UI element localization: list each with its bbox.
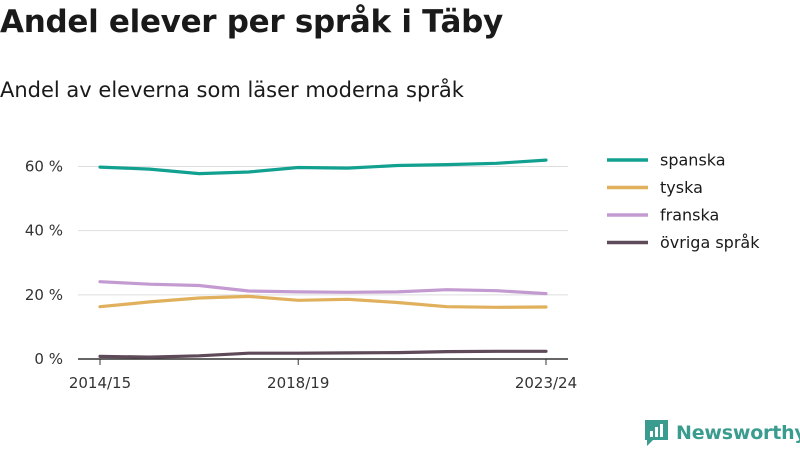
series-line-övriga-språk — [98, 349, 548, 359]
y-tick-label: 20 % — [25, 286, 63, 304]
page-title: Andel elever per språk i Täby — [0, 4, 503, 40]
legend-label: spanska — [660, 151, 726, 170]
legend: spanska tyska franska övriga språk — [607, 151, 760, 252]
newsworthy-logo-icon — [645, 420, 668, 446]
grid-lines — [78, 166, 568, 296]
series-line-spanska — [98, 158, 548, 176]
y-tick-label: 60 % — [25, 158, 63, 176]
legend-label: tyska — [660, 178, 703, 197]
page-subtitle: Andel av eleverna som läser moderna språ… — [0, 78, 464, 102]
y-tick-label: 0 % — [34, 350, 63, 368]
y-tick-label: 40 % — [25, 222, 63, 240]
series-line-franska — [98, 280, 548, 296]
x-tick-label: 2018/19 — [267, 374, 329, 392]
axes: 0 % 20 % 40 % 60 % 2014/15 2018/19 2023/24 — [25, 158, 577, 393]
brand-name: Newsworthy — [676, 422, 800, 444]
x-tick-label: 2023/24 — [515, 374, 577, 392]
series-line-tyska — [98, 294, 548, 309]
series-lines — [98, 158, 548, 359]
brand-logo: Newsworthy — [645, 420, 800, 446]
legend-label: övriga språk — [660, 233, 760, 252]
legend-label: franska — [660, 206, 719, 225]
x-tick-label: 2014/15 — [69, 374, 131, 392]
